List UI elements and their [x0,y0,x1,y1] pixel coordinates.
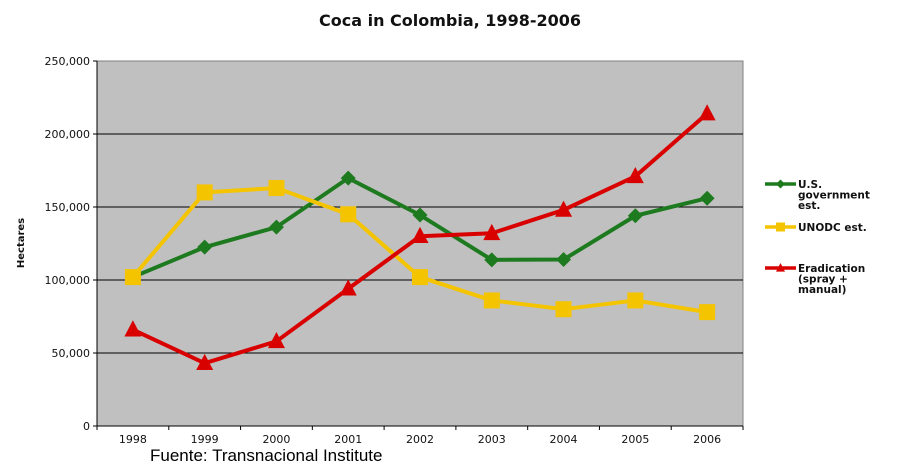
data-point [412,269,428,286]
x-tick-label: 2002 [406,433,434,446]
y-axis-label: Hectares [16,218,27,268]
data-point [555,301,572,318]
data-point [627,292,644,309]
data-point [626,166,644,184]
data-point [484,252,500,268]
legend-item: Eradication(spray +manual) [765,263,865,296]
x-tick-label: 1999 [191,433,219,446]
series-lines [124,104,716,371]
legend-swatch-marker [776,179,785,189]
data-point [483,223,501,241]
axes: 0 50,000 100,000 150,000 200,000 250,000 1998 1… [45,55,744,446]
legend-label: government [798,190,870,202]
legend-label: U.S. [798,179,822,191]
series-3 [124,104,716,371]
data-point [196,184,213,201]
legend-swatch-marker [776,222,785,232]
data-point [699,190,715,206]
y-tick-label: 100,000 [45,274,91,287]
y-tick-label: 150,000 [45,201,91,214]
legend-label: Eradication [798,263,865,275]
x-tick-label: 2005 [621,433,649,446]
legend-label: manual) [798,284,846,296]
data-point [340,170,356,186]
x-tick-label: 1998 [119,433,147,446]
data-point [124,269,141,286]
legend-label: (spray + [798,274,848,286]
data-point [411,226,429,243]
legend-swatch-marker [776,263,785,272]
x-tick-label: 2004 [550,433,578,446]
data-point [268,219,284,235]
legend-item: UNODC est. [765,222,867,234]
x-tick-label: 2003 [478,433,506,446]
y-tick-label: 0 [83,420,90,433]
data-point [699,304,716,321]
data-point [268,180,285,197]
data-point [483,292,500,309]
data-point [556,252,572,268]
gridlines [97,133,743,354]
y-tick-label: 250,000 [45,55,91,68]
series-2 [124,180,716,321]
data-point [339,279,357,296]
data-point [627,208,643,224]
data-point [196,353,214,371]
y-tick-label: 200,000 [45,128,91,141]
chart-title: Coca in Colombia, 1998-2006 [319,11,581,30]
legend-label: est. [798,200,820,212]
data-point [340,206,357,223]
data-point [412,207,428,223]
source-note: Fuente: Transnacional Institute [150,446,383,465]
data-point [555,200,573,217]
data-point [267,331,285,349]
x-tick-label: 2001 [334,433,362,446]
x-tick-label: 2000 [262,433,290,446]
plot-area [96,60,744,427]
data-point [698,104,716,121]
legend-label: UNODC est. [798,222,867,234]
data-point [197,239,213,255]
x-tick-label: 2006 [693,433,721,446]
y-tick-label: 50,000 [52,347,91,360]
data-point [124,320,142,337]
